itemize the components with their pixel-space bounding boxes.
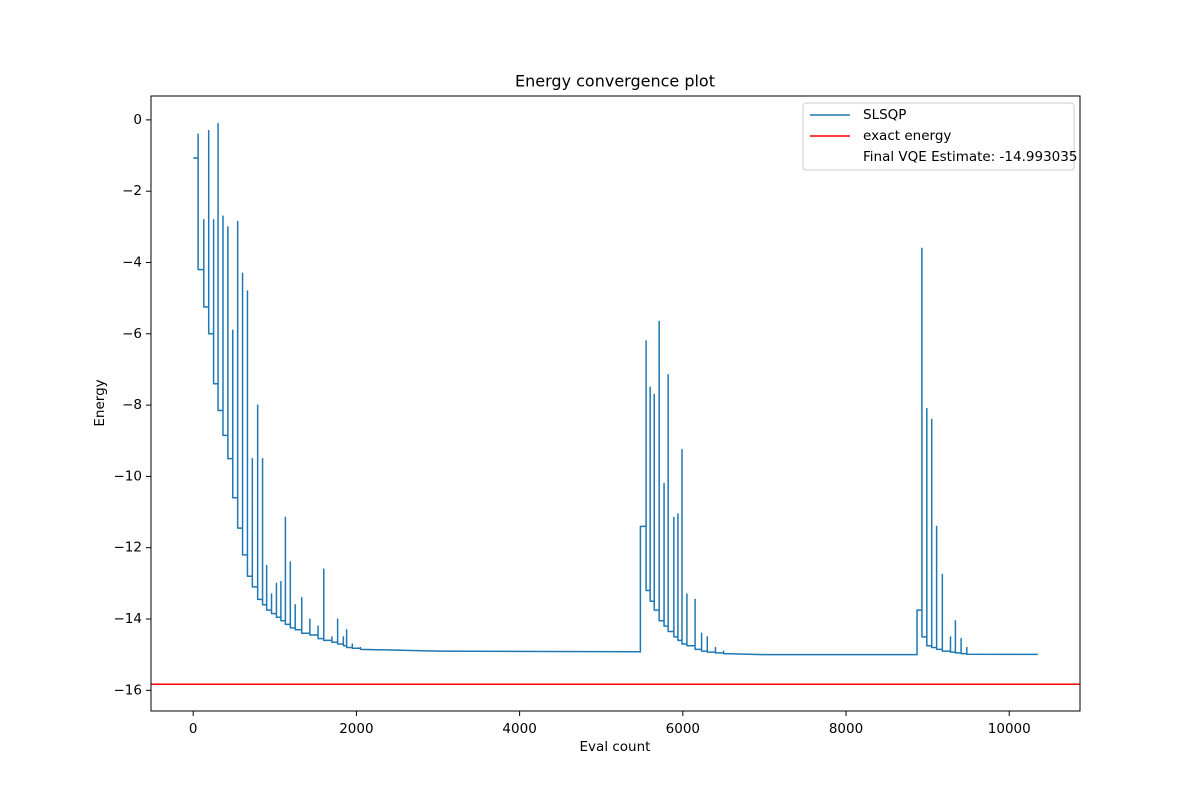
legend-label: Final VQE Estimate: -14.993035 <box>863 149 1077 165</box>
y-tick-label: −2 <box>122 183 142 199</box>
x-axis-label: Eval count <box>580 739 651 755</box>
y-tick-label: −12 <box>114 540 143 556</box>
x-tick-label: 4000 <box>502 721 536 737</box>
line-series <box>193 122 1038 656</box>
x-tick-label: 10000 <box>988 721 1031 737</box>
y-tick-label: −6 <box>122 326 142 342</box>
y-tick-label: −10 <box>114 468 143 484</box>
x-tick-label: 8000 <box>829 721 863 737</box>
y-tick-label: 0 <box>133 112 142 128</box>
plot-area <box>151 122 1080 686</box>
chart-title: Energy convergence plot <box>515 72 715 91</box>
y-tick-label: −16 <box>114 682 143 698</box>
y-tick-label: −14 <box>114 611 143 627</box>
y-axis-label: Energy <box>92 379 108 426</box>
legend-label: SLSQP <box>863 107 906 123</box>
y-tick-label: −8 <box>122 397 142 413</box>
y-tick-label: −4 <box>122 254 142 270</box>
x-tick-label: 2000 <box>339 721 373 737</box>
legend-box <box>802 102 1075 171</box>
axes-frame <box>150 95 1081 712</box>
x-tick-label: 6000 <box>666 721 700 737</box>
x-tick-label: 0 <box>189 721 198 737</box>
legend-label: exact energy <box>863 128 951 144</box>
